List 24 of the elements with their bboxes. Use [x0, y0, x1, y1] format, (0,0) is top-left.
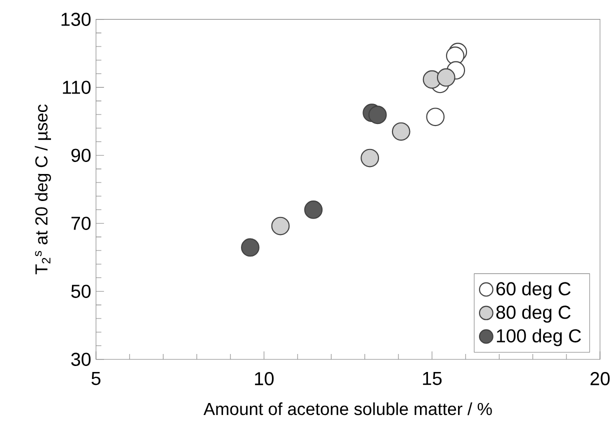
- y-tick-label: 130: [62, 12, 91, 26]
- y-tick-label: 50: [71, 284, 91, 298]
- y-axis-title: T$_{2}$$^{s}$ at 20 deg C / µsec: [34, 104, 51, 274]
- point: [241, 238, 260, 257]
- x-tick-label: 10: [255, 372, 274, 386]
- legend-label: 100 deg C: [496, 328, 581, 346]
- point: [304, 200, 323, 219]
- point: [271, 216, 290, 236]
- point: [446, 46, 464, 65]
- point: [368, 106, 387, 124]
- x-tick-label: 5: [92, 372, 100, 386]
- point: [360, 148, 380, 168]
- point: [392, 122, 410, 141]
- legend-label: 60 deg C: [496, 282, 571, 300]
- x-tick-label: 15: [423, 372, 442, 386]
- legend-label: 80 deg C: [496, 305, 571, 323]
- y-tick-label: 110: [62, 80, 91, 94]
- y-tick-label: 30: [71, 352, 91, 366]
- point: [436, 68, 456, 87]
- y-tick-label: 90: [71, 148, 91, 162]
- point: [426, 108, 445, 126]
- y-tick-label: 70: [71, 216, 91, 230]
- x-axis-title: Amount of acetone soluble matter / %: [204, 402, 492, 416]
- x-tick-label: 20: [590, 372, 610, 386]
